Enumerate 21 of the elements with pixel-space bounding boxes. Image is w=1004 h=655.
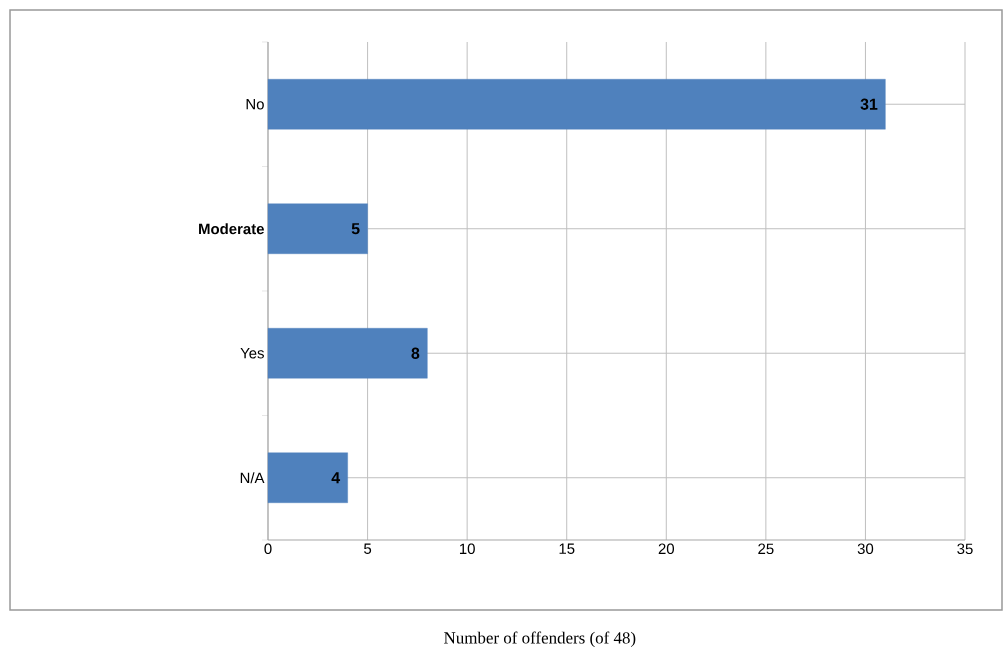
bar	[267, 79, 886, 130]
data-label: 31	[860, 98, 878, 110]
y-tick-label: Yes	[240, 348, 264, 359]
data-label: 4	[331, 472, 341, 484]
y-tick-label: Moderate	[199, 223, 264, 235]
y-tick-label: No	[246, 99, 264, 110]
x-axis-title: Number of offenders (of 48)	[444, 631, 636, 648]
x-tick-label: 20	[658, 543, 675, 555]
x-tick-label: 35	[957, 543, 973, 555]
x-tick-label: 30	[857, 543, 874, 555]
bar	[267, 203, 368, 254]
bar	[267, 452, 348, 503]
x-tick-label: 15	[559, 543, 575, 554]
data-label: 8	[411, 347, 420, 359]
x-tick-label: 25	[758, 543, 774, 555]
y-tick-label: N/A	[240, 472, 265, 484]
x-tick-label: 5	[364, 543, 372, 554]
x-tick-label: 0	[264, 543, 272, 555]
bar	[267, 328, 428, 379]
x-tick-label: 10	[459, 543, 475, 555]
data-label: 5	[351, 223, 360, 235]
